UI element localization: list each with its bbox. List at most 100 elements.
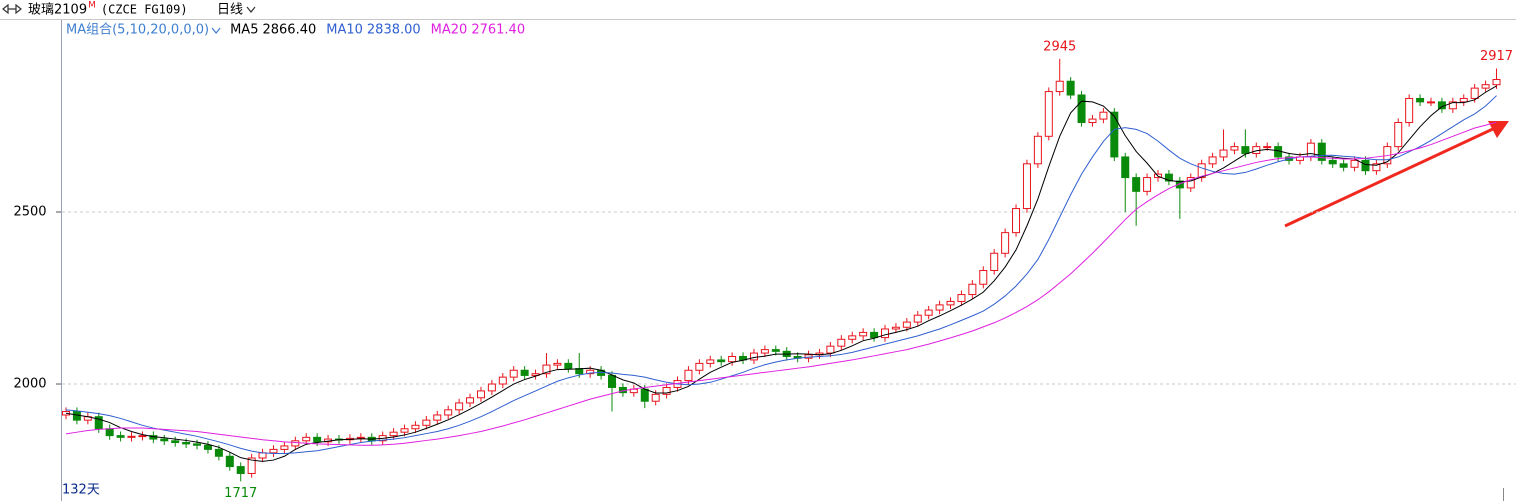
candle-body xyxy=(968,283,977,296)
candle-body xyxy=(214,448,223,457)
chart-title: 玻璃2109 xyxy=(28,3,87,18)
ma-line xyxy=(65,85,1497,462)
candle-body xyxy=(247,457,256,474)
candle-body xyxy=(313,436,322,443)
candle-body xyxy=(1088,118,1097,124)
candle-body xyxy=(684,369,693,382)
candle-body xyxy=(979,269,988,285)
candle-body xyxy=(1121,156,1130,179)
candle-body xyxy=(1012,208,1021,234)
candle-body xyxy=(1175,180,1184,189)
candle-body xyxy=(1219,149,1228,158)
candle-body xyxy=(1470,87,1479,99)
candle-body xyxy=(389,431,398,437)
legend-name: MA20 xyxy=(431,23,468,38)
candle-body xyxy=(487,383,496,392)
candle-body xyxy=(116,435,125,438)
candle-body xyxy=(1230,146,1239,151)
candle-body xyxy=(160,438,169,442)
candle-body xyxy=(411,424,420,430)
candle-body xyxy=(476,390,485,399)
candle-body xyxy=(193,443,202,446)
trend-arrow xyxy=(1284,121,1509,228)
legend-value: 2838.00 xyxy=(367,23,421,38)
candle-body xyxy=(859,331,868,337)
legend-value: 2761.40 xyxy=(471,23,525,38)
candle-body xyxy=(127,435,136,438)
candle-body xyxy=(225,455,234,468)
day-count: 132天 xyxy=(62,483,100,498)
candle-body xyxy=(291,440,300,447)
candle-body xyxy=(1208,156,1217,165)
subtitle: (CZCE FG109) xyxy=(101,3,188,17)
candle-body xyxy=(848,335,857,340)
candle-body xyxy=(990,252,999,271)
extreme-label: 1717 xyxy=(224,486,257,501)
candle-body xyxy=(1241,146,1250,154)
candle-body xyxy=(608,374,616,388)
candle-body xyxy=(902,321,911,328)
y-tick-label: 2500 xyxy=(13,204,46,219)
candle-body xyxy=(957,294,966,302)
candle-body xyxy=(760,349,769,354)
candle-body xyxy=(1372,163,1381,172)
candle-body xyxy=(182,442,191,445)
contract-icon xyxy=(2,3,22,15)
candle-body xyxy=(138,435,147,438)
extreme-label: 2945 xyxy=(1043,39,1076,54)
candle-body xyxy=(1448,101,1457,110)
candle-body xyxy=(1022,163,1031,210)
candle-body xyxy=(728,355,737,363)
candle-body xyxy=(1481,84,1490,89)
candle-body xyxy=(1416,97,1425,103)
candle-body xyxy=(1033,135,1042,165)
candle-body xyxy=(1099,111,1108,120)
candle-body xyxy=(105,428,114,437)
candle-body xyxy=(1186,177,1195,189)
ma-line xyxy=(65,95,1497,455)
candle-body xyxy=(1328,159,1337,165)
candle-body xyxy=(400,428,409,433)
candle-body xyxy=(586,369,595,375)
candle-body xyxy=(94,416,103,430)
extreme-label: 2917 xyxy=(1480,49,1513,64)
candle-body xyxy=(1263,146,1272,149)
legend-name: MA10 xyxy=(326,23,363,38)
candle-body xyxy=(826,345,835,354)
candle-body xyxy=(203,444,212,450)
indicator-dropdown-icon[interactable] xyxy=(211,27,221,34)
candle-body xyxy=(171,440,180,444)
candle-body xyxy=(1361,159,1370,172)
candle-body xyxy=(509,369,518,378)
candle-body xyxy=(553,362,562,366)
candle-body xyxy=(1405,97,1414,124)
indicator-selector[interactable]: MA组合(5,10,20,0,0,0) xyxy=(66,23,209,38)
candle-body xyxy=(662,386,671,395)
candle-body xyxy=(1394,122,1403,148)
candle-body xyxy=(236,466,245,474)
candle-body xyxy=(717,359,726,363)
candle-body xyxy=(1143,177,1152,192)
candle-body xyxy=(1339,163,1348,168)
legend-name: MA5 xyxy=(230,23,258,38)
candle-body xyxy=(640,388,649,402)
candle-body xyxy=(1427,101,1435,104)
period-dropdown-icon[interactable] xyxy=(246,6,256,13)
candle-body xyxy=(1055,80,1064,93)
candle-body xyxy=(498,376,507,385)
candle-body xyxy=(302,436,311,442)
candle-body xyxy=(1001,232,1010,254)
candle-body xyxy=(651,393,660,402)
candle-body xyxy=(924,309,933,316)
candle-body xyxy=(913,314,922,323)
candle-body xyxy=(444,409,453,416)
candle-body xyxy=(258,452,267,459)
ma-line xyxy=(65,121,1497,446)
period-selector[interactable]: 日线 xyxy=(217,3,243,18)
candle-body xyxy=(280,445,289,450)
candle-body xyxy=(269,448,278,454)
candle-body xyxy=(564,362,573,370)
candle-body xyxy=(1492,79,1501,86)
